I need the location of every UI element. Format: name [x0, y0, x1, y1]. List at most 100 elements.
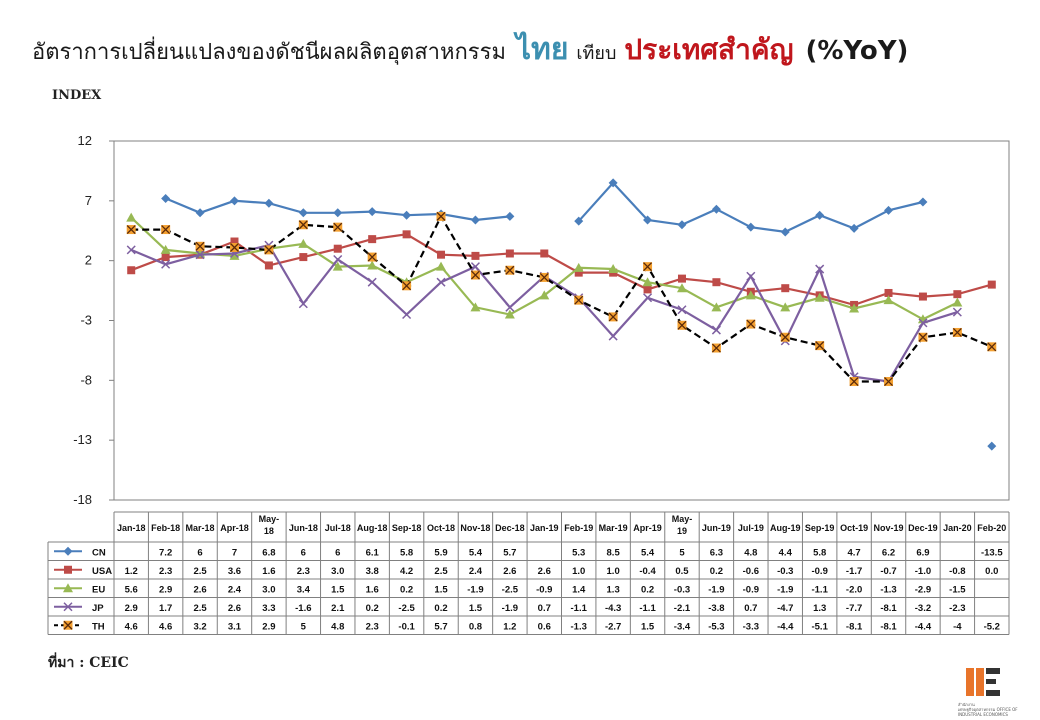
data-label-jp: -1.9: [502, 603, 518, 614]
data-label-usa: 2.6: [503, 566, 516, 577]
y-tick-label: -3: [80, 313, 92, 328]
data-label-cn: 6: [335, 547, 340, 558]
data-point-cn: [987, 441, 997, 451]
data-label-usa: 1.6: [262, 566, 275, 577]
data-label-eu: -2.9: [915, 584, 931, 595]
legend-key-marker-usa: [64, 565, 72, 574]
data-point-usa: [161, 253, 170, 262]
x-tick-label: Nov-19: [874, 523, 904, 533]
data-point-eu: [608, 264, 619, 274]
data-label-cn: 6: [301, 547, 306, 558]
data-point-th-cross: [195, 241, 205, 251]
data-label-eu: 3.4: [297, 584, 311, 595]
data-point-jp: [436, 277, 446, 287]
data-point-th-cross: [711, 343, 721, 353]
data-point-cn: [918, 197, 928, 207]
data-point-eu: [470, 302, 481, 312]
x-tick-label: Nov-18: [460, 523, 490, 533]
data-point-jp: [643, 293, 653, 303]
x-tick-label: Feb-19: [564, 523, 593, 533]
data-label-th: 0.8: [469, 621, 482, 632]
data-label-jp: -4.7: [777, 603, 793, 614]
data-label-th: 4.8: [331, 621, 344, 632]
data-label-eu: -2.0: [846, 584, 862, 595]
data-label-cn: 6.9: [916, 547, 929, 558]
x-tick-label: Aug-18: [357, 523, 388, 533]
title-part-1: อัตราการเปลี่ยนแปลงของดัชนีผลผลิตอุตสาหก…: [32, 40, 506, 65]
data-point-cn: [229, 196, 239, 206]
data-label-eu: 1.3: [607, 584, 620, 595]
logo-line-4: OF INDUSTRIAL ECONOMICS: [958, 707, 1018, 717]
data-label-jp: -1.1: [571, 603, 588, 614]
data-label-eu: -1.9: [777, 584, 793, 595]
data-label-th: 5: [301, 621, 307, 632]
data-label-jp: 0.2: [366, 603, 379, 614]
data-label-cn: 7.2: [159, 547, 172, 558]
data-label-cn: 6.2: [882, 547, 895, 558]
data-point-th-cross: [230, 243, 239, 252]
data-point-usa: [127, 266, 136, 275]
title-part-5: (%YoY): [805, 36, 909, 66]
data-point-th-cross: [952, 328, 962, 337]
data-point-eu: [126, 212, 137, 222]
data-label-usa: -0.7: [880, 566, 896, 577]
data-point-cn: [711, 204, 721, 214]
data-point-usa: [333, 244, 342, 253]
data-point-th-cross: [643, 262, 653, 272]
data-point-eu: [849, 303, 860, 313]
legend-entry-jp: JP: [92, 603, 104, 614]
line-chart: 12 7 2 -3 -8 -13 -18 Jan-18 Feb-18 Mar-18 Apr-18 Ma…: [47, 133, 1010, 635]
y-tick-label: 2: [85, 253, 92, 268]
data-point-th-cross: [470, 270, 480, 280]
data-label-eu: 2.6: [193, 584, 206, 595]
title-part-2: ไทย: [515, 32, 569, 67]
data-label-eu: -1.3: [880, 584, 896, 595]
plot-area: [113, 140, 1010, 501]
data-label-th: -3.3: [743, 621, 759, 632]
data-label-usa: -0.4: [639, 566, 656, 577]
data-label-cn: 5.4: [641, 547, 655, 558]
y-tick-label: -13: [73, 432, 92, 447]
data-point-cn: [815, 210, 825, 220]
data-label-usa: 3.6: [228, 566, 241, 577]
data-point-jp: [952, 307, 962, 317]
data-point-jp: [677, 305, 687, 315]
data-label-eu: -1.5: [949, 584, 966, 595]
data-label-usa: 1.0: [607, 566, 620, 577]
data-point-th-cross: [574, 295, 584, 305]
data-label-cn: 5: [679, 547, 685, 558]
data-label-usa: 3.0: [331, 566, 344, 577]
data-label-cn: 5.7: [503, 547, 516, 558]
data-label-th: 0.6: [538, 621, 551, 632]
data-label-jp: 1.3: [813, 603, 826, 614]
data-point-th-cross: [367, 252, 377, 262]
data-point-th-cross: [161, 225, 171, 235]
series-line-eu: [130, 216, 958, 321]
data-point-th-cross: [436, 211, 446, 221]
data-label-eu: -1.9: [708, 584, 724, 595]
data-point-usa: [953, 290, 962, 299]
data-label-th: -2.7: [605, 621, 621, 632]
data-label-th: 1.2: [503, 621, 516, 632]
data-point-eu: [676, 283, 687, 293]
data-point-th-cross: [608, 312, 618, 322]
x-tick-label: Mar-19: [599, 523, 628, 533]
data-point-cn: [402, 210, 412, 220]
data-point-jp: [815, 264, 825, 274]
x-tick-label: Sep-19: [805, 523, 835, 533]
data-label-usa: 2.6: [538, 566, 551, 577]
data-point-eu: [952, 297, 963, 307]
x-tick-label: Jun-18: [289, 523, 318, 533]
data-label-usa: -0.8: [949, 566, 965, 577]
oie-logo: สำนักงาน เศรษฐกิจอุตสาหกรรม OFFICE OF IN…: [958, 662, 1018, 717]
data-label-jp: 2.5: [193, 603, 207, 614]
data-label-usa: 2.5: [193, 566, 207, 577]
data-point-cn: [643, 215, 653, 225]
x-tick-label: Sep-18: [392, 523, 422, 533]
data-point-usa: [540, 249, 549, 258]
data-label-jp: -1.1: [639, 603, 656, 614]
data-label-jp: 2.1: [331, 603, 345, 614]
data-point-usa: [368, 235, 377, 244]
data-label-cn: 8.5: [607, 547, 621, 558]
data-point-th-cross: [918, 332, 928, 342]
